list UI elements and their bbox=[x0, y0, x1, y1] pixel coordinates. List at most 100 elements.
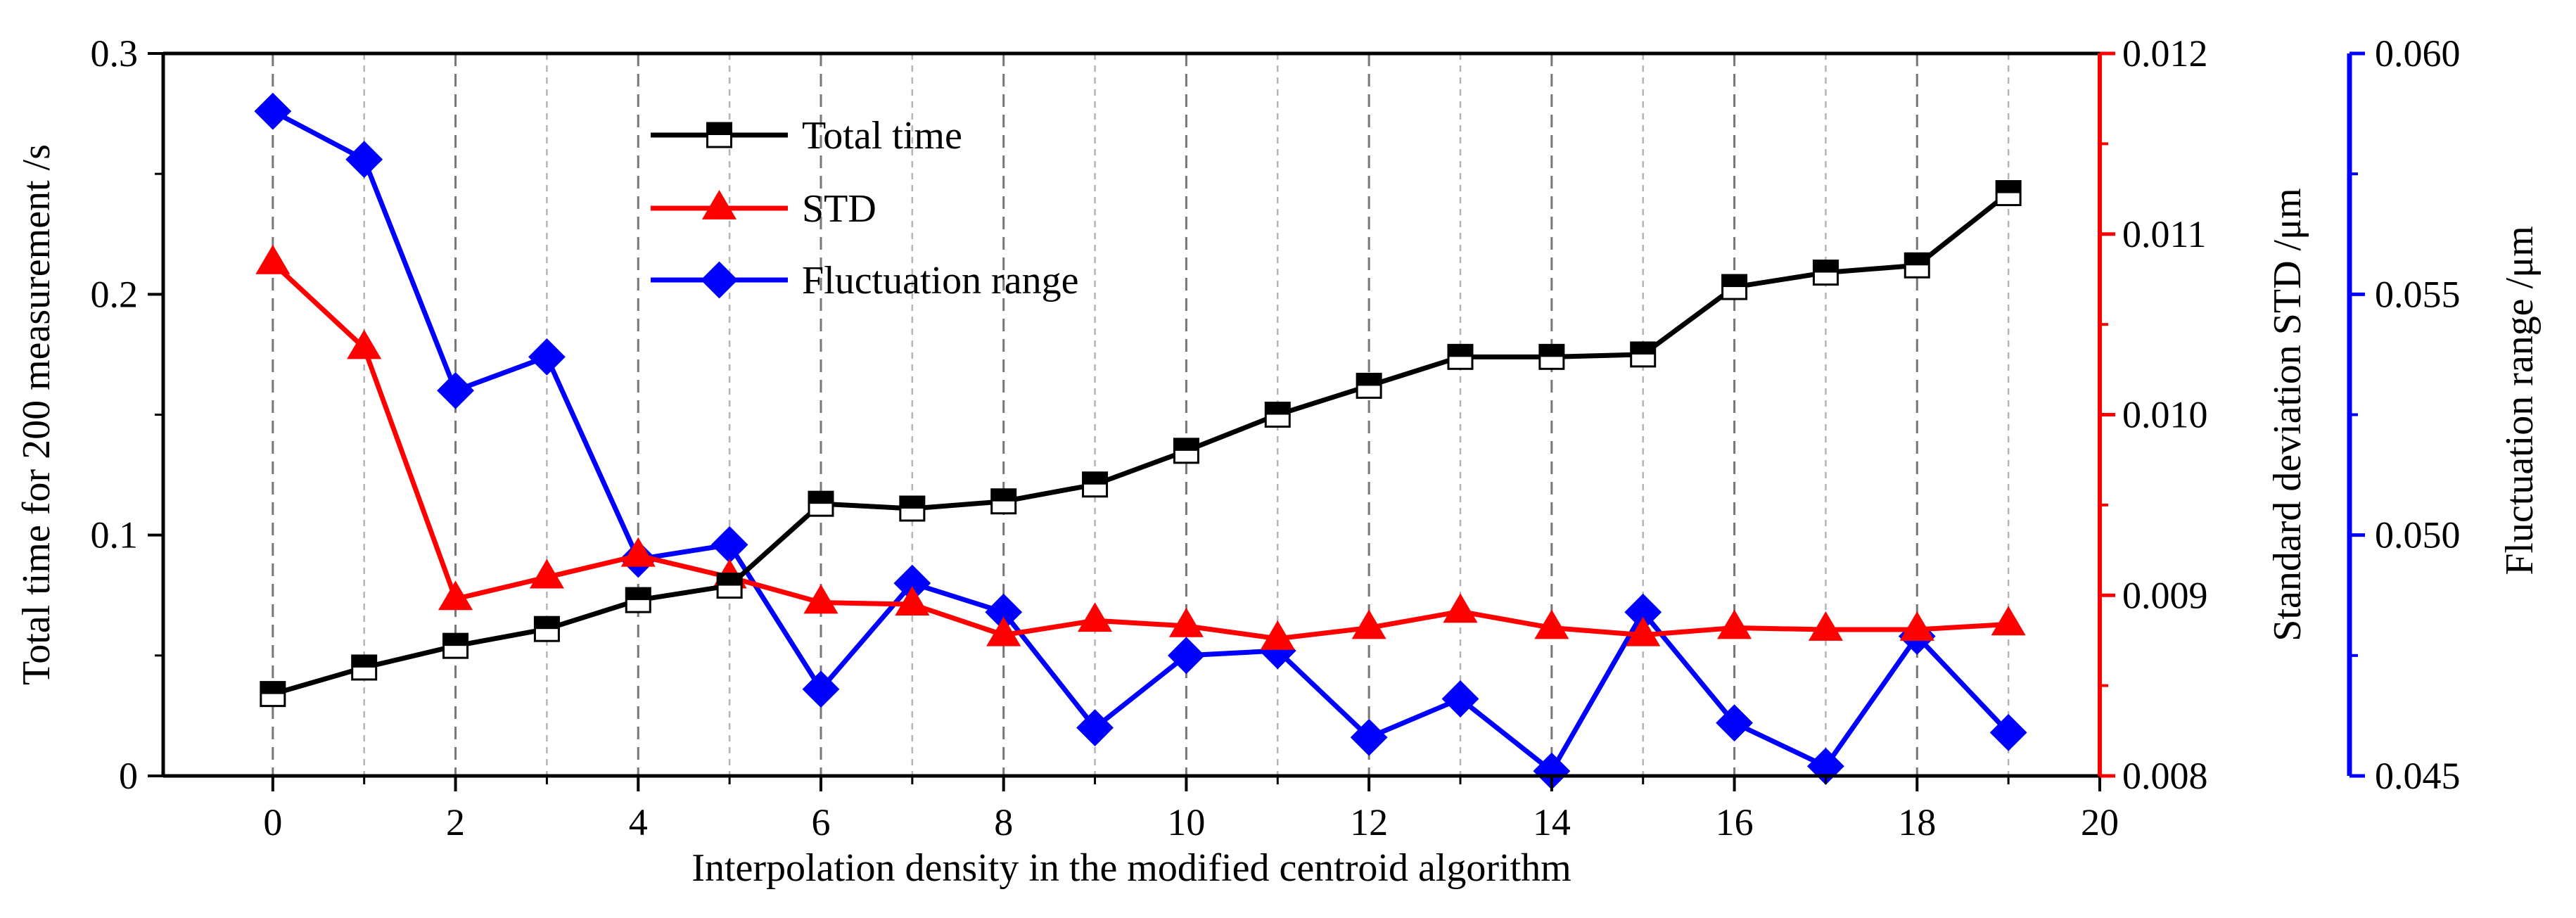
point-total-time-0 bbox=[260, 681, 286, 708]
fluctuation-tick-label-2: 0.055 bbox=[2375, 273, 2461, 315]
left-tick-label-2: 0.2 bbox=[91, 273, 139, 315]
point-fluctuation-range-1 bbox=[345, 141, 383, 179]
point-total-time-11-fill bbox=[1265, 402, 1290, 415]
point-total-time-9 bbox=[1082, 471, 1109, 498]
x-tick-label-4: 4 bbox=[629, 801, 648, 843]
point-total-time-16-fill bbox=[1722, 275, 1747, 288]
std-tick-label-2: 0.010 bbox=[2122, 394, 2208, 436]
x-tick-label-10: 10 bbox=[1167, 801, 1205, 843]
point-fluctuation-range-0 bbox=[254, 92, 292, 130]
point-total-time-1-fill bbox=[352, 655, 376, 668]
point-std-12 bbox=[1351, 609, 1386, 639]
fluctuation-axis-title: Fluctuation range /μm bbox=[2498, 226, 2542, 575]
x-tick-label-12: 12 bbox=[1350, 801, 1388, 843]
series-line-std bbox=[271, 261, 2009, 642]
point-std-13 bbox=[1443, 593, 1478, 623]
point-total-time-9-fill bbox=[1083, 472, 1107, 485]
point-std-18 bbox=[1899, 611, 1934, 641]
point-std-3 bbox=[529, 559, 564, 589]
point-total-time-14-fill bbox=[1539, 345, 1564, 357]
point-fluctuation-range-16 bbox=[1716, 704, 1753, 742]
point-std-15 bbox=[1626, 616, 1661, 646]
point-total-time-15 bbox=[1630, 341, 1657, 368]
point-total-time-12 bbox=[1356, 372, 1382, 399]
point-total-time-1 bbox=[351, 654, 378, 681]
legend: Total time STD Fluctuation range bbox=[651, 114, 1078, 302]
series-layer bbox=[254, 92, 2027, 790]
x-tick-label-18: 18 bbox=[1898, 801, 1936, 843]
series-std bbox=[255, 244, 2026, 650]
point-total-time-14 bbox=[1538, 343, 1565, 370]
legend-label-total-time: Total time bbox=[802, 114, 962, 158]
fluctuation-tick-label-1: 0.050 bbox=[2375, 514, 2461, 556]
point-total-time-2-fill bbox=[443, 634, 468, 646]
point-total-time-10 bbox=[1173, 438, 1199, 464]
point-std-1 bbox=[347, 329, 382, 359]
legend-marker-std bbox=[701, 190, 737, 219]
point-total-time-19 bbox=[1995, 180, 2022, 207]
point-total-time-8 bbox=[990, 488, 1017, 515]
axes-layer: 0 2 4 6 8 10 12 14 16 18 20 0 0.1 0.2 0.3 0.008 0.009 0.0… bbox=[91, 32, 2461, 843]
legend-marker-total-time bbox=[706, 122, 732, 148]
point-total-time-6 bbox=[808, 490, 834, 517]
point-total-time-13 bbox=[1447, 343, 1474, 370]
point-total-time-18-fill bbox=[1905, 253, 1930, 266]
point-total-time-5 bbox=[716, 573, 743, 599]
point-total-time-4 bbox=[625, 587, 651, 613]
point-std-19 bbox=[1991, 606, 2026, 636]
point-total-time-17 bbox=[1812, 260, 1839, 286]
point-std-6 bbox=[803, 584, 839, 614]
std-axis-title: Standard deviation STD /μm bbox=[2266, 188, 2309, 641]
point-total-time-19-fill bbox=[1996, 181, 2021, 193]
point-std-11 bbox=[1260, 620, 1295, 650]
point-total-time-7 bbox=[899, 495, 926, 522]
point-std-16 bbox=[1717, 609, 1752, 639]
point-total-time-15-fill bbox=[1631, 342, 1655, 355]
left-tick-label-3: 0.3 bbox=[91, 32, 139, 75]
point-total-time-18 bbox=[1904, 252, 1930, 279]
point-total-time-10-fill bbox=[1174, 438, 1199, 451]
point-fluctuation-range-12 bbox=[1350, 718, 1388, 756]
left-axis-title: Total time for 200 measurement /s bbox=[15, 144, 58, 685]
series-line-fluctuation-range bbox=[272, 109, 2010, 775]
point-fluctuation-range-2 bbox=[437, 371, 474, 409]
point-total-time-13-fill bbox=[1448, 345, 1472, 357]
point-std-10 bbox=[1168, 607, 1204, 637]
point-fluctuation-range-19 bbox=[1989, 713, 2027, 751]
point-total-time-3-fill bbox=[535, 617, 559, 630]
point-total-time-6-fill bbox=[808, 492, 833, 504]
point-std-2 bbox=[438, 580, 473, 611]
point-total-time-7-fill bbox=[900, 497, 924, 509]
point-std-0 bbox=[255, 244, 291, 274]
series-line-total-time bbox=[272, 191, 2010, 696]
std-tick-label-1: 0.009 bbox=[2122, 574, 2208, 616]
point-std-14 bbox=[1534, 609, 1569, 639]
point-total-time-11 bbox=[1264, 402, 1291, 428]
x-tick-label-8: 8 bbox=[994, 801, 1013, 843]
series-total-time bbox=[260, 180, 2022, 708]
legend-marker-total-time-fill bbox=[707, 123, 732, 135]
point-std-7 bbox=[895, 586, 930, 616]
x-tick-label-16: 16 bbox=[1716, 801, 1754, 843]
point-total-time-8-fill bbox=[991, 489, 1016, 502]
x-tick-label-2: 2 bbox=[446, 801, 465, 843]
legend-marker-fluctuation-range bbox=[701, 261, 738, 299]
legend-label-std: STD bbox=[802, 187, 876, 231]
x-tick-label-14: 14 bbox=[1533, 801, 1571, 843]
x-axis-title: Interpolation density in the modified ce… bbox=[691, 846, 1571, 890]
point-total-time-4-fill bbox=[626, 588, 651, 601]
point-total-time-16 bbox=[1721, 274, 1748, 300]
left-tick-label-1: 0.1 bbox=[91, 514, 139, 556]
std-tick-label-3: 0.011 bbox=[2122, 213, 2207, 255]
point-std-17 bbox=[1808, 611, 1843, 641]
left-tick-label-0: 0 bbox=[119, 755, 138, 797]
point-std-8 bbox=[986, 616, 1021, 646]
fluctuation-tick-label-3: 0.060 bbox=[2375, 32, 2461, 75]
legend-label-fluctuation-range: Fluctuation range bbox=[802, 259, 1078, 302]
point-fluctuation-range-6 bbox=[802, 670, 840, 708]
std-tick-label-0: 0.008 bbox=[2122, 755, 2208, 797]
point-total-time-0-fill bbox=[260, 682, 285, 694]
point-fluctuation-range-9 bbox=[1076, 709, 1114, 746]
point-total-time-3 bbox=[533, 616, 560, 642]
